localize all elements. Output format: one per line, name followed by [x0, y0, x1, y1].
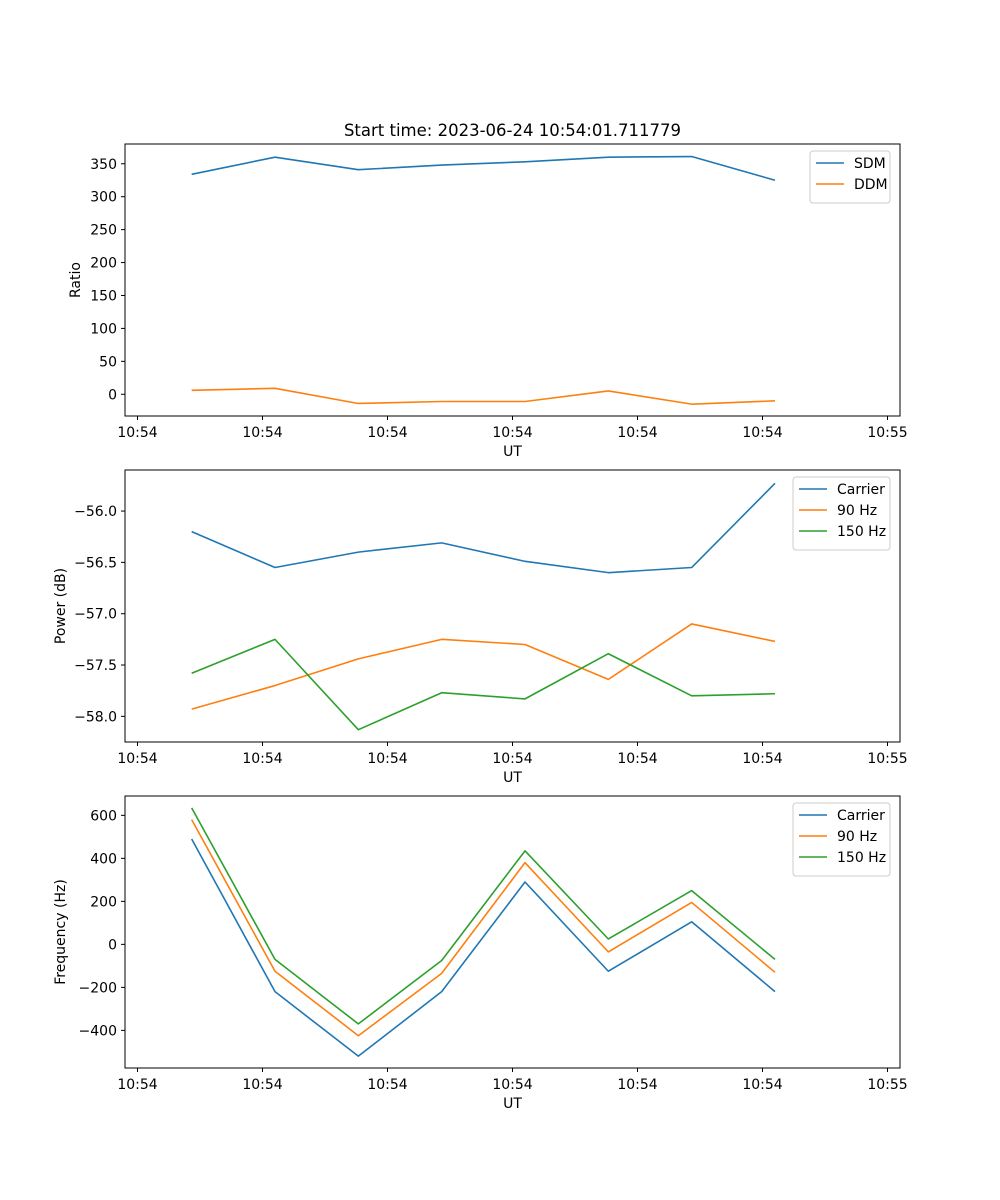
legend-label: DDM [854, 177, 888, 193]
y-tick-label: −56.0 [74, 504, 117, 520]
axes-frame [124, 795, 901, 1069]
legend-box [809, 150, 891, 204]
legend: SDM DDM [809, 150, 891, 204]
y-axis-label: Ratio [68, 262, 84, 298]
y-tick-label: 0 [108, 387, 117, 403]
y-tick-label: 350 [90, 157, 117, 173]
y-tick-label: −400 [79, 1023, 117, 1039]
x-tick-label: 10:54 [492, 1077, 532, 1093]
y-tick-label: 200 [90, 256, 117, 272]
legend-label: 150 Hz [837, 850, 886, 866]
chart-panel-1: Start time: 2023-06-24 10:54:01.711779 0 5… [68, 121, 908, 460]
y-tick-label: 300 [90, 190, 117, 206]
chart-title: Start time: 2023-06-24 10:54:01.711779 [344, 121, 681, 140]
x-tick-label: 10:54 [742, 1077, 782, 1093]
y-tick-label: −200 [79, 980, 117, 996]
x-tick-label: 10:55 [867, 1077, 907, 1093]
series-line-90-hz [191, 623, 776, 710]
y-tick-label: 50 [99, 354, 117, 370]
x-tick-label: 10:54 [367, 1077, 407, 1093]
x-tick-label: 10:54 [242, 1077, 282, 1093]
x-tick-label: 10:54 [367, 751, 407, 767]
y-tick-label: −57.5 [74, 658, 117, 674]
x-tick-label: 10:54 [492, 425, 532, 441]
x-tick-label: 10:54 [367, 425, 407, 441]
y-tick-label: 250 [90, 223, 117, 239]
y-tick-label: 400 [90, 851, 117, 867]
x-tick-label: 10:54 [742, 751, 782, 767]
y-tick-label: −57.0 [74, 607, 117, 623]
y-tick-label: 100 [90, 321, 117, 337]
chart-panel-2: −58.0 −57.5 −57.0 −56.5 −56.0 10:54 10:54 10:54… [53, 469, 908, 786]
x-axis-label: UT [503, 444, 522, 460]
y-tick-label: 150 [90, 288, 117, 304]
x-tick-label: 10:55 [867, 751, 907, 767]
y-tick-label: −56.5 [74, 555, 117, 571]
legend-label: Carrier [837, 482, 885, 498]
y-axis-label: Power (dB) [53, 568, 69, 644]
legend-label: SDM [854, 156, 886, 172]
series-line-carrier [190, 838, 776, 1057]
x-tick-label: 10:54 [492, 751, 532, 767]
legend: Carrier 90 Hz 150 Hz [792, 802, 891, 877]
legend-label: Carrier [837, 808, 885, 824]
x-tick-label: 10:54 [617, 425, 657, 441]
y-tick-label: 200 [90, 894, 117, 910]
x-tick-label: 10:54 [242, 425, 282, 441]
axes-frame [124, 143, 901, 417]
x-axis-label: UT [503, 770, 522, 786]
x-tick-label: 10:54 [617, 1077, 657, 1093]
axes-frame [124, 469, 901, 743]
y-axis-label: Frequency (Hz) [53, 879, 69, 985]
legend: Carrier 90 Hz 150 Hz [792, 476, 891, 551]
x-axis-label: UT [503, 1096, 522, 1112]
series-line-carrier [191, 482, 776, 574]
x-tick-label: 10:54 [117, 1077, 157, 1093]
series-line-ddm [191, 387, 776, 405]
x-tick-label: 10:54 [117, 751, 157, 767]
x-tick-label: 10:54 [617, 751, 657, 767]
x-tick-label: 10:55 [867, 425, 907, 441]
series-line-150-hz [190, 807, 776, 1025]
legend-label: 90 Hz [837, 829, 877, 845]
chart-panel-3: −400 −200 0 200 400 600 10:54 10:54 10:54 10:54 10… [53, 795, 908, 1112]
x-tick-label: 10:54 [117, 425, 157, 441]
y-tick-label: 0 [108, 937, 117, 953]
legend-label: 90 Hz [837, 503, 877, 519]
series-line-150-hz [191, 638, 776, 731]
y-tick-label: −58.0 [74, 709, 117, 725]
series-line-90-hz [190, 819, 776, 1037]
legend-label: 150 Hz [837, 524, 886, 540]
y-tick-label: 600 [90, 808, 117, 824]
series-line-sdm [191, 155, 776, 181]
x-tick-label: 10:54 [742, 425, 782, 441]
x-tick-label: 10:54 [242, 751, 282, 767]
